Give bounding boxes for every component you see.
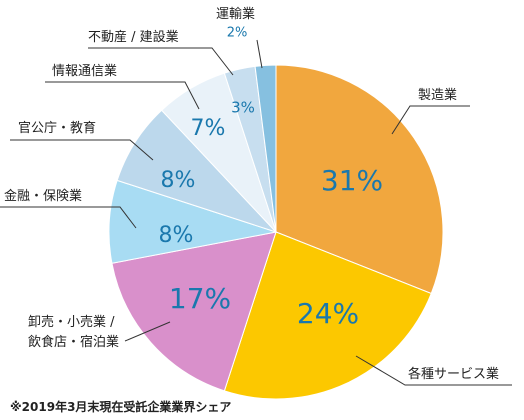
- category-label: 不動産 / 建設業: [88, 30, 179, 45]
- value-label: 3%: [231, 99, 255, 117]
- leader-line: [124, 321, 171, 342]
- category-label: 運輸業: [216, 7, 256, 22]
- leader-line: [88, 47, 234, 76]
- category-label: 金融・保険業: [4, 189, 83, 204]
- leader-line: [391, 105, 470, 135]
- leader-line: [256, 39, 263, 69]
- pie-slice: [111, 231, 277, 392]
- value-label: 2%: [227, 26, 248, 41]
- category-label: 情報通信業: [52, 64, 118, 79]
- category-label: 各種サービス業: [408, 367, 500, 382]
- leader-line: [0, 206, 137, 229]
- leader-line: [45, 81, 200, 110]
- value-label: 7%: [191, 116, 226, 141]
- pie-slice: [223, 231, 432, 400]
- leader-line: [355, 355, 512, 386]
- category-label: 製造業: [418, 88, 458, 103]
- value-label: 24%: [297, 297, 359, 330]
- value-label: 8%: [161, 168, 196, 193]
- pie-slice: [254, 64, 277, 233]
- footnote: ※2019年3月末現在受託企業業界シェア: [10, 400, 232, 414]
- pie-slice: [275, 64, 444, 295]
- category-label: 官公庁・教育: [18, 121, 97, 136]
- value-label: 17%: [169, 282, 231, 315]
- value-label: 31%: [321, 164, 383, 197]
- category-label: 卸売・小売業 / 飲食店・宿泊業: [28, 315, 120, 350]
- leader-line: [10, 139, 154, 161]
- value-label: 8%: [159, 223, 194, 248]
